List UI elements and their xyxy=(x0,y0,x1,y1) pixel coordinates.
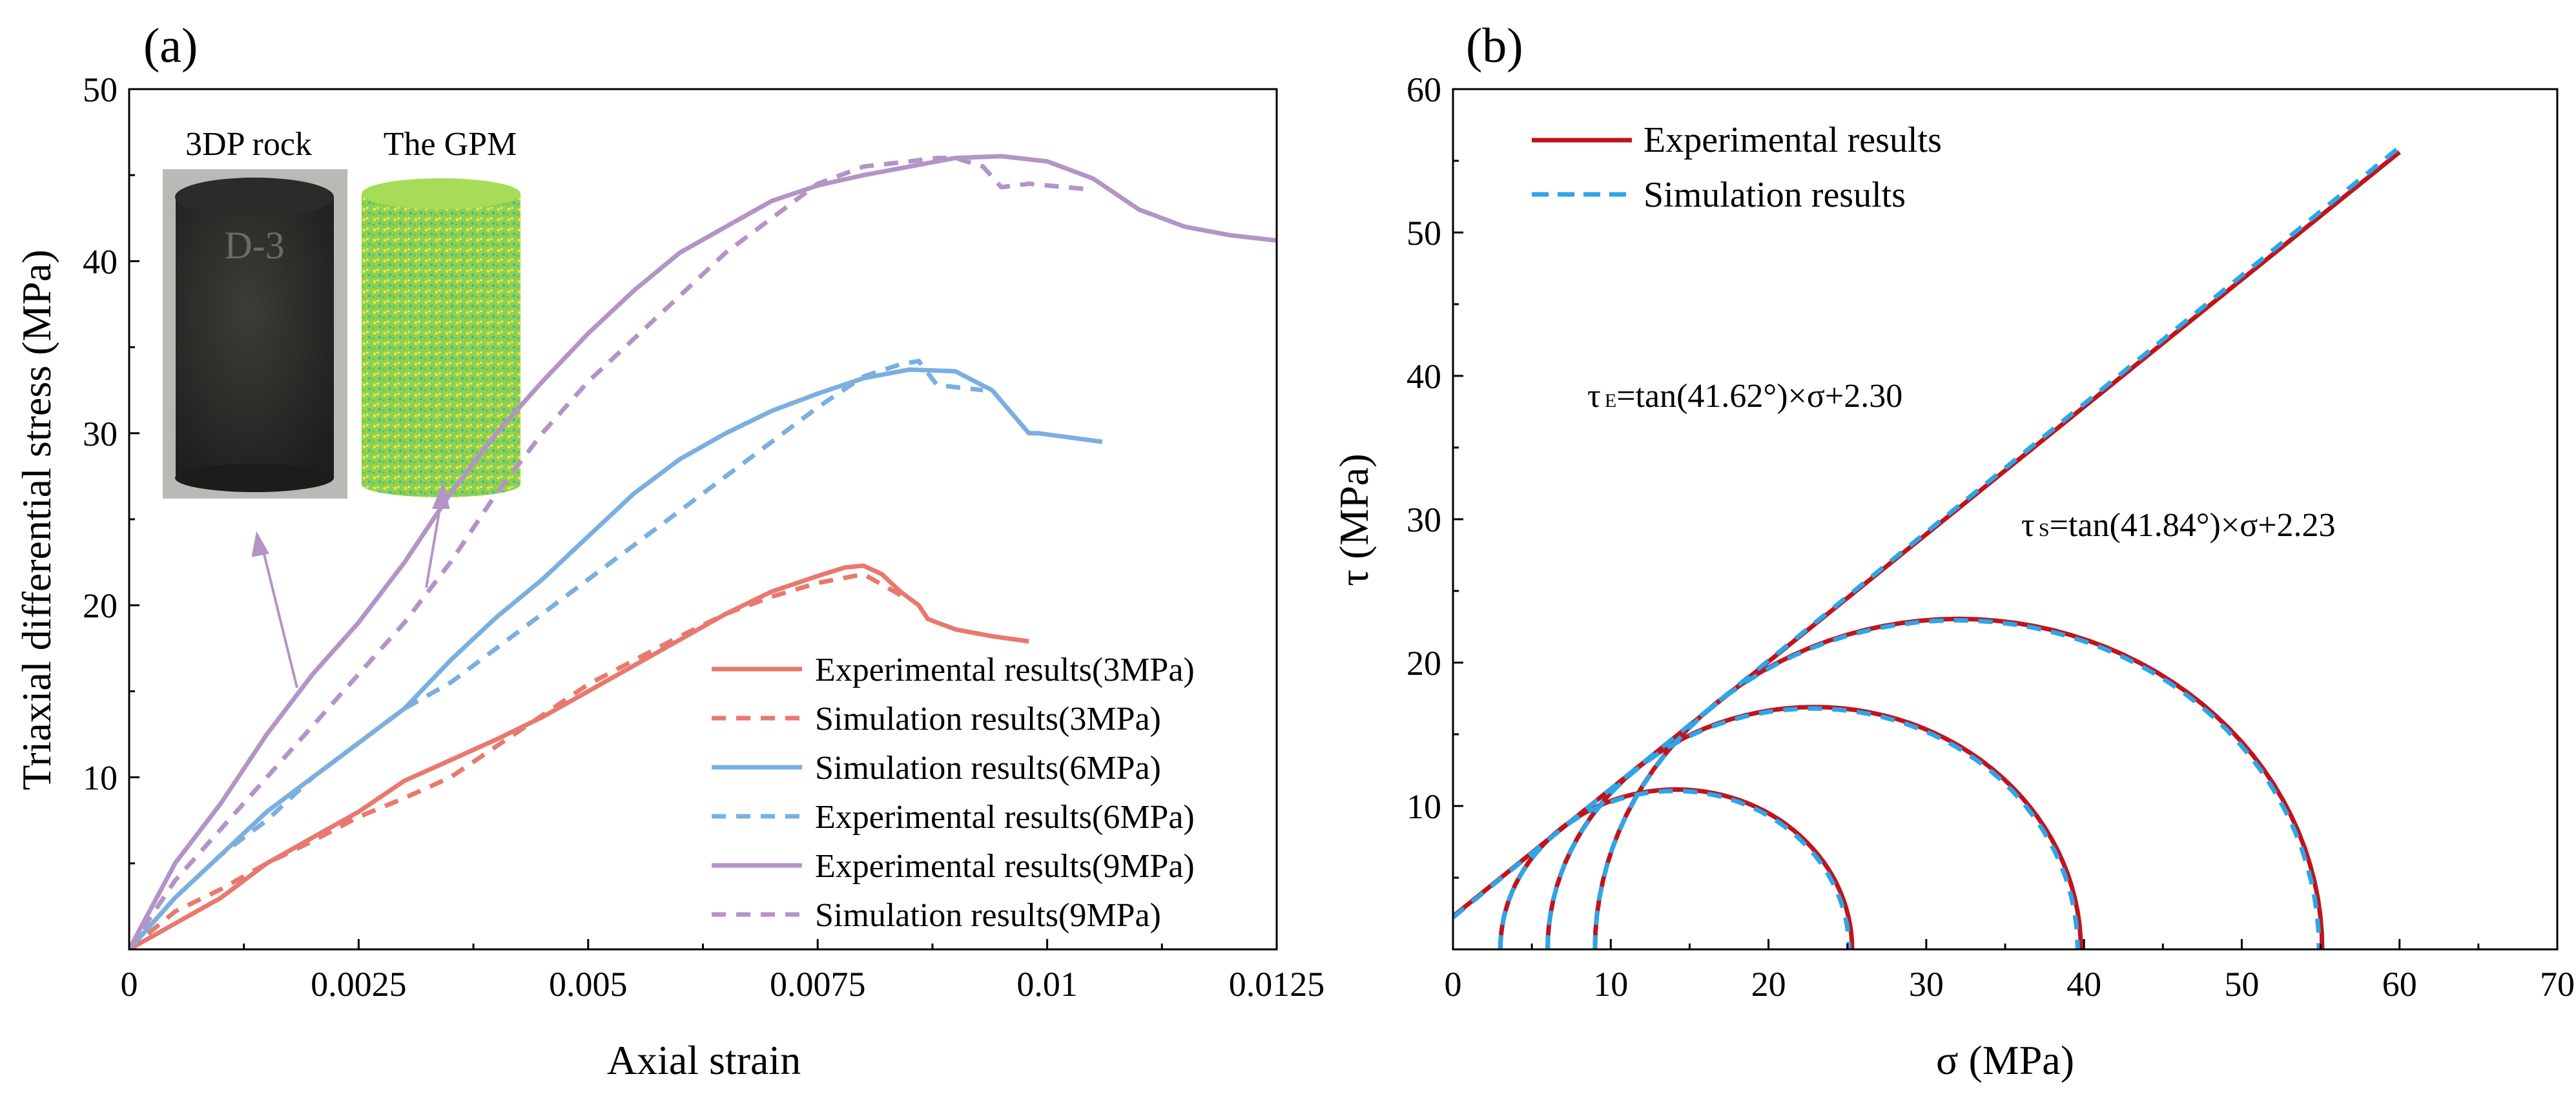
series-a-line-1 xyxy=(129,563,1029,949)
series-a-line-6 xyxy=(129,156,1084,949)
legend-a-label-3: Simulation results(6MPa) xyxy=(815,750,1161,787)
x-tick-label-a: 0.0075 xyxy=(770,965,866,1004)
mohr-circle-exp-2 xyxy=(1545,705,2083,949)
x-axis-title-a: Axial strain xyxy=(607,1037,801,1083)
x-tick-label-b: 30 xyxy=(1909,965,1944,1004)
equation-experimental: τ E=tan(41.62°)×σ+2.30 xyxy=(1587,378,1902,415)
legend-a-label-5: Experimental results(9MPa) xyxy=(815,848,1195,885)
legend-a-label-1: Experimental results(3MPa) xyxy=(815,652,1195,688)
y-tick-label-b: 60 xyxy=(1406,70,1441,109)
x-tick-label-a: 0.0025 xyxy=(311,965,407,1004)
gpm-model-image xyxy=(362,178,520,497)
legend-a-label-4: Experimental results(6MPa) xyxy=(815,799,1195,836)
specimen-marking: D-3 xyxy=(224,224,284,267)
mohr-circle-exp-1 xyxy=(1498,787,1855,949)
y-tick-label-a: 40 xyxy=(83,242,118,281)
x-tick-label-b: 10 xyxy=(1593,965,1628,1004)
legend-a-label-2: Simulation results(3MPa) xyxy=(815,701,1161,738)
series-a-line-4 xyxy=(129,358,984,949)
x-axis-title-b: σ (MPa) xyxy=(1936,1037,2074,1083)
x-tick-label-b: 50 xyxy=(2224,965,2259,1004)
panel-b-label: (b) xyxy=(1466,19,1523,73)
rock-specimen-image: D-3 xyxy=(175,178,334,492)
legend-b-label-simulation: Simulation results xyxy=(1643,175,1906,215)
series-a-line-2 xyxy=(129,572,911,949)
y-tick-label-b: 10 xyxy=(1406,787,1441,826)
inset-right-label: The GPM xyxy=(384,126,517,163)
panel-a-label: (a) xyxy=(143,19,198,73)
legend-a: Experimental results(3MPa) Simulation res… xyxy=(712,652,1195,934)
y-tick-label-a: 30 xyxy=(83,415,118,453)
legend-a-label-6: Simulation results(9MPa) xyxy=(815,897,1161,934)
y-axis-title-a: Triaxial differential stress (MPa) xyxy=(14,249,59,790)
legend-b: Experimental results Simulation results xyxy=(1532,120,1942,215)
mohr-circle-exp-3 xyxy=(1592,616,2325,949)
envelope-simulation xyxy=(1453,145,2401,920)
y-tick-label-a: 10 xyxy=(83,759,118,798)
x-tick-label-a: 0.01 xyxy=(1016,965,1078,1004)
y-axis-title-b: τ (MPa) xyxy=(1331,453,1377,586)
mohr-circle-sim-2 xyxy=(1545,706,2080,949)
y-tick-label-a: 50 xyxy=(83,70,118,109)
inset-arrows xyxy=(251,481,450,688)
series-a-line-5 xyxy=(129,154,1277,949)
x-tick-label-b: 60 xyxy=(2382,965,2417,1004)
mohr-circle-sim-3 xyxy=(1592,617,2322,949)
y-tick-label-b: 20 xyxy=(1406,644,1441,683)
plot-frame-b xyxy=(1452,88,2559,951)
x-tick-label-a: 0 xyxy=(121,965,138,1004)
x-tick-label-b: 40 xyxy=(2066,965,2101,1004)
y-tick-label-b: 30 xyxy=(1406,501,1441,539)
y-tick-label-b: 40 xyxy=(1406,357,1441,396)
x-tick-label-b: 20 xyxy=(1751,965,1786,1004)
mohr-circle-sim-1 xyxy=(1498,789,1851,949)
y-tick-label-b: 50 xyxy=(1406,214,1441,253)
legend-b-label-experimental: Experimental results xyxy=(1643,120,1942,160)
x-tick-label-b: 70 xyxy=(2540,965,2575,1004)
panel-a: (a) 3DP rock The GPM D-3 xyxy=(14,19,1324,1083)
inset-images: 3DP rock The GPM D-3 xyxy=(163,126,520,688)
x-tick-label-a: 0.0125 xyxy=(1229,965,1325,1004)
y-tick-label-a: 20 xyxy=(83,586,118,625)
x-tick-label-a: 0.005 xyxy=(549,965,628,1004)
x-tick-label-b: 0 xyxy=(1445,965,1462,1004)
inset-left-label: 3DP rock xyxy=(185,126,312,163)
equation-simulation: τ S=tan(41.84°)×σ+2.23 xyxy=(2021,507,2336,544)
